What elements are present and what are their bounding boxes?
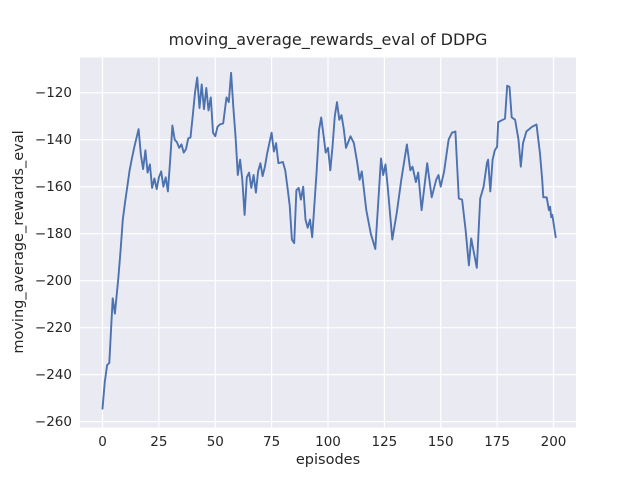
y-tick-label: −260 [34,413,72,430]
y-tick-label: −160 [34,178,72,195]
x-tick-label: 75 [263,434,281,450]
chart-title: moving_average_rewards_eval of DDPG [168,30,488,49]
x-tick-label: 200 [540,434,567,450]
x-tick-label: 0 [98,434,107,450]
x-tick-label: 150 [427,434,454,450]
y-tick-labels: −120 −140 −160 −180 −200 −220 −240 −260 [0,0,72,480]
x-axis-label: episodes [295,452,361,468]
y-tick-label: −180 [34,225,72,242]
y-tick-label: −200 [34,272,72,289]
data-line [101,71,557,410]
x-tick-label: 175 [484,434,510,450]
y-tick-label: −240 [34,366,72,383]
y-tick-label: −120 [34,84,72,101]
x-tick-label: 100 [315,434,341,450]
x-tick-label: 25 [150,434,168,450]
x-tick-label: 50 [206,434,224,450]
y-tick-label: −220 [34,319,72,336]
x-tick-labels: 0 25 50 75 100 125 150 175 200 [0,434,640,450]
x-tick-label: 125 [371,434,398,450]
y-tick-label: −140 [34,131,72,148]
